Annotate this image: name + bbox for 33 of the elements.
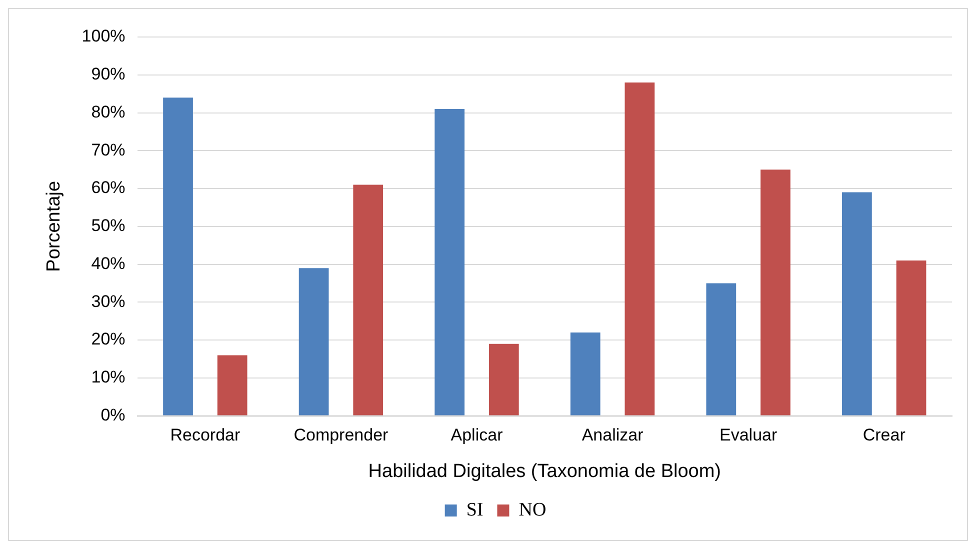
x-tick-label: Crear	[862, 426, 906, 445]
y-tick-label: 80%	[91, 102, 126, 122]
bar	[842, 192, 872, 416]
y-tick-label: 70%	[91, 140, 126, 160]
y-tick-label: 60%	[91, 178, 126, 198]
y-axis-title: Porcentaje	[44, 180, 65, 272]
y-tick-label: 30%	[91, 292, 126, 311]
bar	[570, 332, 600, 416]
bar	[298, 268, 329, 416]
bar	[163, 98, 193, 416]
x-tick-label: Recordar	[170, 426, 240, 445]
y-tick-label: 40%	[91, 254, 126, 273]
y-tick-label: 50%	[91, 216, 126, 236]
bar	[706, 283, 736, 416]
bar	[217, 355, 248, 416]
bar	[488, 344, 519, 416]
bar	[434, 108, 465, 416]
bar	[624, 82, 655, 416]
bar	[896, 260, 926, 416]
x-tick-label: Evaluar	[720, 426, 778, 445]
y-tick-label: 0%	[100, 405, 126, 424]
x-tick-label: Analizar	[582, 426, 644, 445]
bar	[353, 184, 384, 416]
legend-label: SI	[466, 499, 484, 520]
legend-label: NO	[518, 499, 546, 520]
y-tick-label: 90%	[91, 64, 126, 84]
x-tick-label: Comprender	[294, 426, 389, 445]
x-axis-title: Habilidad Digitales (Taxonomia de Bloom)	[368, 460, 722, 482]
y-tick-label: 10%	[91, 368, 126, 387]
y-tick-label: 20%	[91, 330, 126, 349]
bar	[760, 170, 790, 416]
y-tick-label: 100%	[82, 26, 126, 46]
x-tick-label: Aplicar	[450, 426, 504, 445]
